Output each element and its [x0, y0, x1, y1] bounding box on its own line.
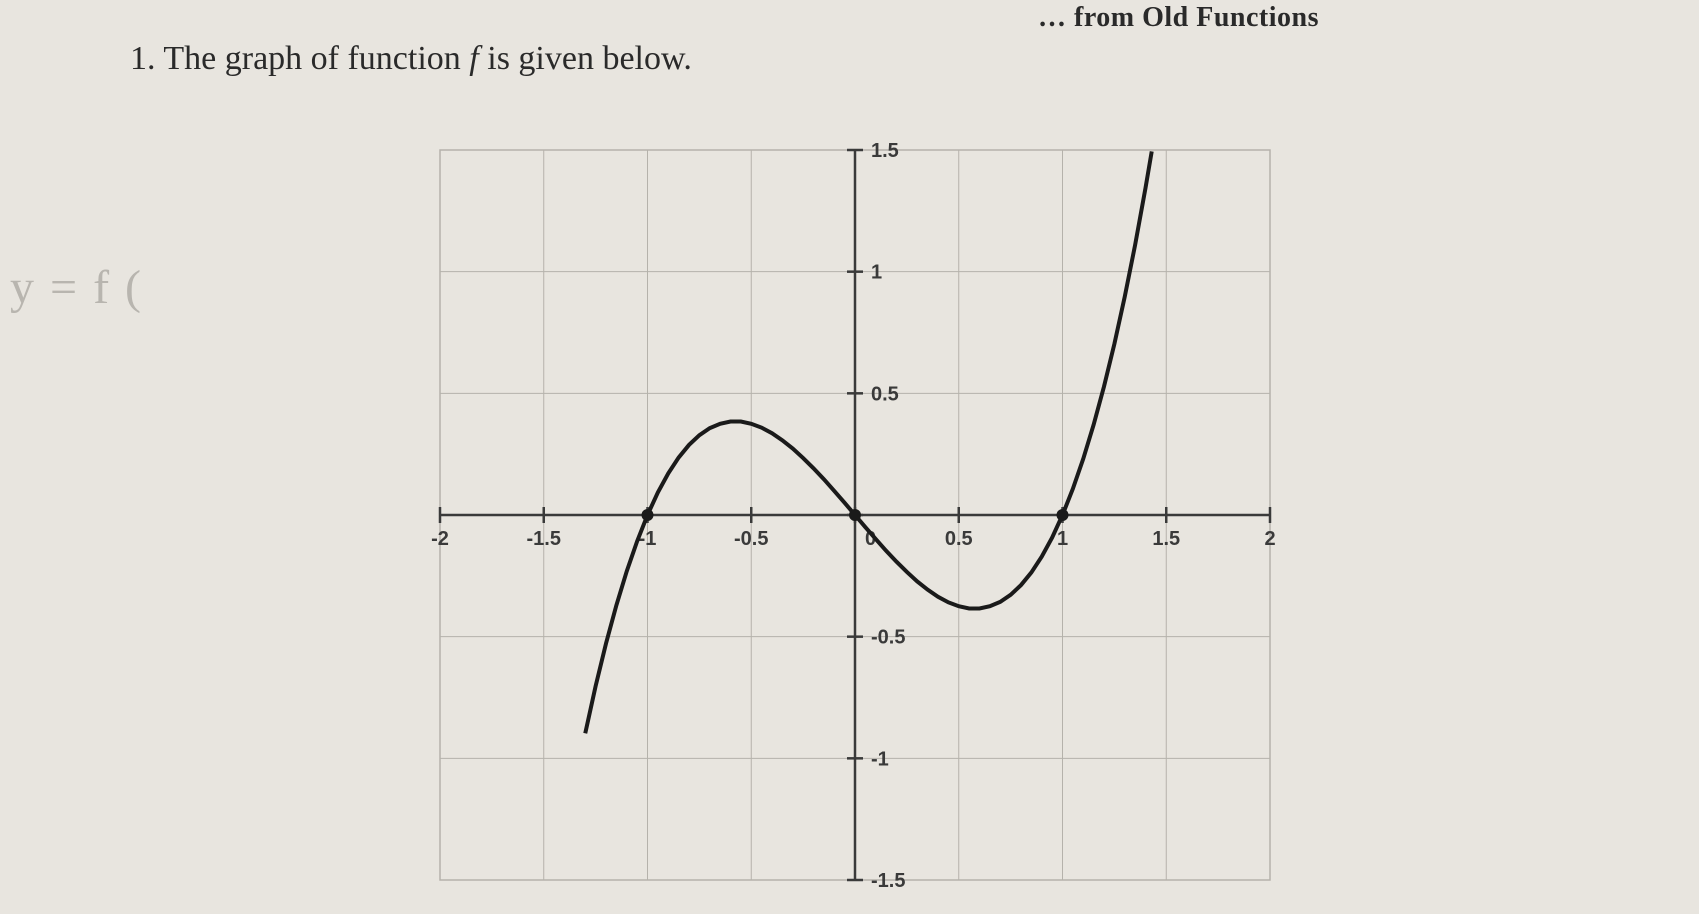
- y-tick-label: -0.5: [871, 627, 905, 649]
- root-point: [1057, 509, 1069, 521]
- problem-number: 1.: [130, 40, 156, 77]
- y-tick-label: 0.5: [871, 383, 899, 405]
- function-symbol: f: [469, 40, 478, 77]
- problem-text-before: The graph of function: [163, 40, 469, 77]
- x-tick-label: 1: [1057, 528, 1068, 550]
- root-point: [642, 509, 654, 521]
- chart-svg: -2-1.5-1-0.500.511.52-1.5-1-0.50.511.5: [420, 130, 1290, 900]
- x-tick-label: 2: [1264, 528, 1275, 550]
- section-title: … from Old Functions: [1038, 2, 1319, 34]
- function-curve: [585, 151, 1151, 733]
- y-tick-label: 1: [871, 262, 882, 284]
- root-point: [849, 509, 861, 521]
- problem-statement: 1. The graph of function f is given belo…: [130, 40, 692, 78]
- x-tick-label: -2: [431, 528, 449, 550]
- x-tick-label: -1.5: [527, 528, 561, 550]
- handwritten-note: y = f (: [10, 260, 143, 315]
- x-tick-label: 0.5: [945, 528, 973, 550]
- y-tick-label: 1.5: [871, 140, 899, 162]
- y-tick-label: -1: [871, 748, 889, 770]
- problem-text-after: is given below.: [479, 40, 692, 77]
- x-tick-label: -0.5: [734, 528, 768, 550]
- function-graph: -2-1.5-1-0.500.511.52-1.5-1-0.50.511.5: [420, 130, 1290, 900]
- x-tick-label: 1.5: [1152, 528, 1180, 550]
- y-tick-label: -1.5: [871, 870, 905, 892]
